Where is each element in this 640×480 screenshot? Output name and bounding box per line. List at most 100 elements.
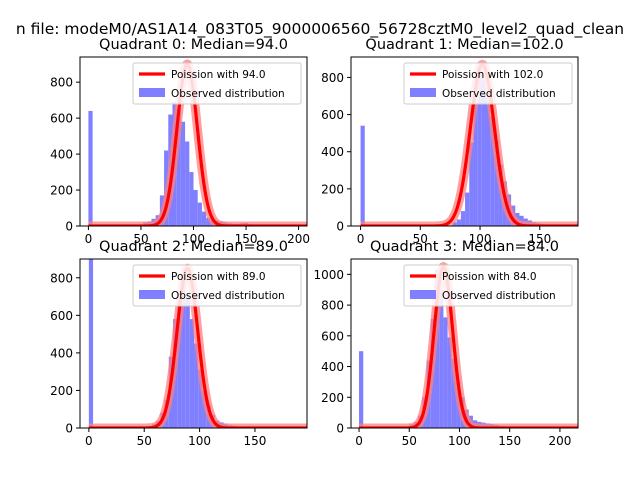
plot-area xyxy=(88,259,307,428)
x-tick-label: 0 xyxy=(85,434,93,448)
subplot-1: 0 50 100 150 0 200 400 600 800 Quadrant 1: Median… xyxy=(321,37,579,246)
x-tick-label: 0 xyxy=(85,232,93,246)
histogram-bar xyxy=(443,317,448,428)
x-tick-label: 0 xyxy=(357,232,365,246)
y-tick-label: 400 xyxy=(50,346,73,360)
legend-fit-label: Poission with 89.0 xyxy=(171,271,266,283)
histogram-bar xyxy=(452,222,457,226)
legend-hist-swatch xyxy=(410,290,436,299)
histogram-bar xyxy=(473,103,478,226)
histogram-bar xyxy=(490,116,495,226)
x-tick-label: 150 xyxy=(244,434,267,448)
subplot-2: 0 50 100 150 0 200 400 600 800 Quadrant 2: Median… xyxy=(50,239,308,448)
y-tick-label: 200 xyxy=(50,184,73,198)
histogram-bar xyxy=(359,351,364,428)
legend: Poission with 89.0 Observed distribution xyxy=(132,264,302,307)
x-tick-label: 50 xyxy=(402,434,417,448)
histogram-bar xyxy=(460,211,466,226)
x-tick-label: 150 xyxy=(528,232,551,246)
subplot-title: Quadrant 2: Median=89.0 xyxy=(99,239,288,255)
axes-frame xyxy=(350,56,579,227)
histogram-bar xyxy=(465,192,470,226)
legend-box xyxy=(132,264,302,307)
histogram-bar xyxy=(181,277,186,428)
axes-frame xyxy=(79,258,308,429)
histogram-bar xyxy=(180,121,186,226)
y-tick-label: 800 xyxy=(50,76,73,90)
x-tick-label: 200 xyxy=(548,434,571,448)
legend: Poission with 84.0 Observed distribution xyxy=(403,264,573,307)
legend-box xyxy=(403,62,573,105)
x-tick-label: 50 xyxy=(413,232,428,246)
y-tick-label: 200 xyxy=(50,384,73,398)
histogram-bar xyxy=(451,358,457,428)
y-tick-label: 800 xyxy=(50,271,73,285)
subplot-title: Quadrant 1: Median=102.0 xyxy=(365,37,563,53)
histogram-bar xyxy=(206,217,211,226)
histogram-bar xyxy=(481,77,487,226)
y-tick-label: 800 xyxy=(321,71,344,85)
y-tick-label: 0 xyxy=(336,422,344,436)
x-tick-label: 100 xyxy=(182,232,205,246)
subplot-0: 0 50 100 150 200 0 200 400 600 800 Quadrant 0: Med… xyxy=(50,37,310,246)
legend-fit-label: Poission with 102.0 xyxy=(442,69,543,81)
legend-box xyxy=(403,264,573,307)
y-tick-label: 200 xyxy=(321,182,344,196)
legend: Poission with 94.0 Observed distribution xyxy=(132,62,302,105)
y-tick-label: 400 xyxy=(50,148,73,162)
x-tick-label: 0 xyxy=(355,434,363,448)
plot-area xyxy=(88,59,307,226)
y-tick-label: 1000 xyxy=(313,268,344,282)
y-tick-label: 400 xyxy=(321,360,344,374)
histogram-bar xyxy=(177,298,182,428)
fit-curve xyxy=(88,62,307,226)
y-tick-label: 400 xyxy=(321,145,344,159)
x-tick-label: 100 xyxy=(469,232,492,246)
histogram-bar xyxy=(477,71,482,226)
y-tick-label: 0 xyxy=(336,220,344,234)
x-tick-label: 100 xyxy=(188,434,211,448)
y-tick-label: 600 xyxy=(50,309,73,323)
legend-hist-swatch xyxy=(410,88,436,97)
y-tick-label: 200 xyxy=(321,391,344,405)
y-tick-label: 600 xyxy=(321,329,344,343)
x-tick-label: 50 xyxy=(137,434,152,448)
histogram-bar xyxy=(88,110,93,226)
axes-frame xyxy=(350,258,579,429)
histogram-bar xyxy=(201,211,207,226)
legend-hist-label: Observed distribution xyxy=(171,88,285,100)
histogram-bar xyxy=(194,343,199,428)
histogram-bar xyxy=(185,296,190,428)
legend-hist-swatch xyxy=(139,88,165,97)
legend-hist-label: Observed distribution xyxy=(442,290,556,302)
x-tick-label: 50 xyxy=(133,232,148,246)
histogram-bar xyxy=(193,190,198,226)
histogram-bar xyxy=(198,369,203,428)
y-tick-label: 0 xyxy=(65,220,73,234)
legend-hist-label: Observed distribution xyxy=(442,88,556,100)
y-tick-label: 800 xyxy=(321,299,344,313)
histogram-bar xyxy=(456,219,461,226)
y-tick-label: 600 xyxy=(50,112,73,126)
histogram-bar xyxy=(185,141,190,226)
histogram-bar xyxy=(469,142,474,226)
histogram-bar xyxy=(439,289,444,428)
histogram-bar xyxy=(189,172,194,226)
histogram-bar xyxy=(434,269,440,428)
x-tick-label: 150 xyxy=(235,232,258,246)
histogram-bar xyxy=(189,319,195,428)
histogram-bar xyxy=(176,109,181,226)
subplot-3: 0 50 100 150 200 0 200 400 600 800 1000 Quadrant 3:… xyxy=(313,239,579,448)
histogram-bar xyxy=(88,259,94,428)
x-tick-label: 200 xyxy=(287,232,310,246)
legend-hist-swatch xyxy=(139,290,165,299)
legend: Poission with 102.0 Observed distribution xyxy=(403,62,573,105)
plot-area xyxy=(359,261,578,428)
figure-title: n file: modeM0/AS1A14_083T05_9000006560_… xyxy=(16,20,624,39)
legend-box xyxy=(132,62,302,105)
y-tick-label: 600 xyxy=(321,108,344,122)
histogram-bar xyxy=(197,202,202,226)
legend-hist-label: Observed distribution xyxy=(171,290,285,302)
legend-fit-label: Poission with 84.0 xyxy=(442,271,537,283)
